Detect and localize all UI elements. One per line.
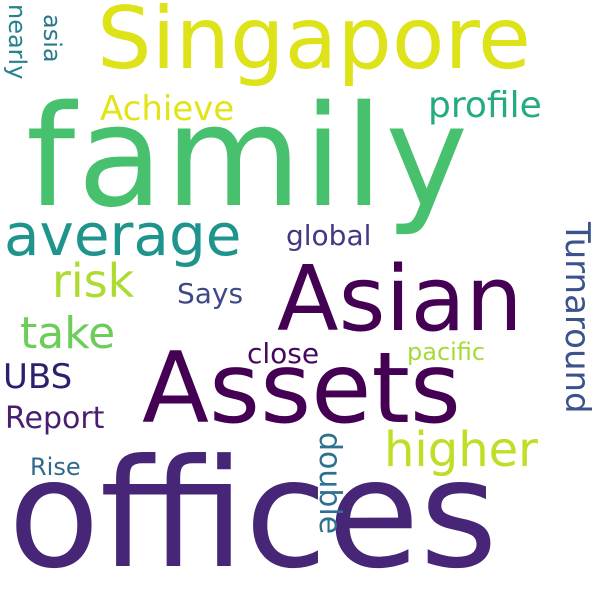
word-turnaround: Turnaround xyxy=(557,222,597,414)
word-pacific: pacific xyxy=(407,338,486,366)
word-asia: asia xyxy=(38,14,66,63)
word-close: close xyxy=(247,337,320,370)
word-profile: profile xyxy=(428,85,542,126)
word-offices: offices xyxy=(8,428,498,600)
word-nearly: nearly xyxy=(3,4,31,80)
word-take: take xyxy=(20,308,116,359)
word-rise: Rise xyxy=(30,453,81,481)
word-family: family xyxy=(26,76,471,239)
word-ubs: UBS xyxy=(3,357,73,397)
word-global: global xyxy=(286,219,372,252)
word-average: average xyxy=(4,201,242,269)
word-risk: risk xyxy=(52,254,135,308)
word-achieve: Achieve xyxy=(100,89,235,129)
word-assets: Assets xyxy=(142,332,461,446)
word-singapore: Singapore xyxy=(97,0,531,89)
word-asian: Asian xyxy=(277,247,523,352)
word-says: Says xyxy=(177,277,244,310)
word-double: double xyxy=(312,432,347,535)
word-higher: higher xyxy=(384,422,538,478)
word-report: Report xyxy=(5,401,105,436)
